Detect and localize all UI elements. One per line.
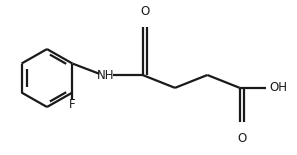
Text: F: F: [69, 98, 76, 111]
Text: NH: NH: [97, 69, 115, 82]
Text: O: O: [140, 4, 150, 18]
Text: O: O: [237, 133, 247, 145]
Text: OH: OH: [269, 81, 287, 94]
